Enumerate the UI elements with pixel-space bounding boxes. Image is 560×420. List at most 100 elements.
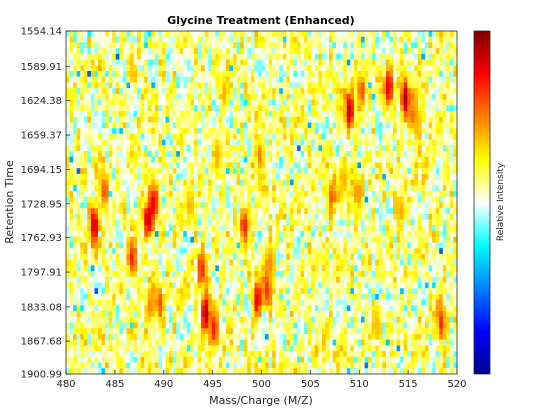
heatmap-cell <box>265 36 270 44</box>
heatmap-cell <box>172 116 177 124</box>
heatmap-cell <box>236 99 241 106</box>
heatmap-cell <box>140 151 145 158</box>
heatmap-cell <box>179 116 184 124</box>
heatmap-cell <box>311 122 316 129</box>
heatmap-cell <box>190 276 195 284</box>
heatmap-cell <box>289 139 295 146</box>
heatmap-cell <box>439 133 444 141</box>
heatmap-cell <box>346 31 351 38</box>
heatmap-cell <box>414 208 419 215</box>
heatmap-cell <box>208 185 213 192</box>
heatmap-cell <box>154 162 160 169</box>
heatmap-cell <box>186 242 191 249</box>
heatmap-cell <box>410 219 415 226</box>
heatmap-cell <box>247 139 252 146</box>
heatmap-cell <box>453 31 457 38</box>
heatmap-cell <box>257 208 263 215</box>
heatmap-cell <box>421 179 426 186</box>
heatmap-cell <box>137 185 142 192</box>
heatmap-cell <box>446 139 451 146</box>
heatmap-cell <box>318 248 323 255</box>
heatmap-cell <box>286 36 291 44</box>
heatmap-cell <box>115 271 120 278</box>
heatmap-cell <box>250 282 255 289</box>
heatmap-cell <box>204 236 209 244</box>
heatmap-cell <box>215 219 220 226</box>
heatmap-cell <box>94 48 99 55</box>
heatmap-cell <box>371 208 376 215</box>
heatmap-cell <box>247 88 252 95</box>
heatmap-cell <box>368 88 373 95</box>
heatmap-cell <box>140 196 145 204</box>
heatmap-cell <box>343 71 348 78</box>
heatmap-cell <box>403 213 408 221</box>
heatmap-cell <box>417 53 423 61</box>
heatmap-cell <box>154 202 160 209</box>
heatmap-cell <box>154 248 160 255</box>
heatmap-cell <box>197 99 202 106</box>
heatmap-cell <box>400 248 405 255</box>
heatmap-cell <box>268 36 273 44</box>
heatmap-cell <box>339 116 344 124</box>
heatmap-cell <box>371 236 376 244</box>
heatmap-cell <box>410 151 415 158</box>
heatmap-cell <box>179 82 184 89</box>
heatmap-cell <box>428 208 433 215</box>
heatmap-cell <box>375 151 380 158</box>
heatmap-cell <box>154 145 160 152</box>
heatmap-cell <box>94 139 99 146</box>
heatmap-cell <box>126 196 131 204</box>
heatmap-cell <box>229 145 234 152</box>
heatmap-cell <box>172 156 177 164</box>
heatmap-cell <box>346 276 351 284</box>
heatmap-cell <box>97 202 103 209</box>
heatmap-cell <box>183 265 188 272</box>
heatmap-cell <box>211 173 216 181</box>
heatmap-cell <box>193 128 199 135</box>
heatmap-cell <box>161 288 167 295</box>
heatmap-cell <box>197 288 202 295</box>
heatmap-cell <box>282 179 287 186</box>
heatmap-cell <box>307 168 312 175</box>
heatmap-cell <box>186 191 191 198</box>
heatmap-cell <box>225 202 231 209</box>
heatmap-cell <box>425 99 430 106</box>
heatmap-cell <box>282 248 287 255</box>
heatmap-cell <box>211 42 216 49</box>
heatmap-cell <box>453 156 457 164</box>
heatmap-cell <box>375 36 380 44</box>
heatmap-cell <box>83 116 88 124</box>
heatmap-cell <box>126 156 131 164</box>
heatmap-cell <box>208 219 213 226</box>
heatmap-cell <box>197 76 202 84</box>
heatmap-cell <box>105 225 110 232</box>
heatmap-cell <box>403 88 408 95</box>
heatmap-cell <box>261 162 266 169</box>
heatmap-cell <box>435 196 440 204</box>
heatmap-cell <box>190 173 195 181</box>
heatmap-cell <box>97 242 103 249</box>
heatmap-cell <box>311 65 316 72</box>
heatmap-cell <box>389 265 394 272</box>
heatmap-cell <box>400 42 405 49</box>
heatmap-cell <box>400 276 405 284</box>
heatmap-cell <box>80 139 85 146</box>
heatmap-cell <box>76 122 81 129</box>
heatmap-cell <box>378 88 383 95</box>
heatmap-cell <box>421 71 426 78</box>
heatmap-cell <box>122 139 128 146</box>
heatmap-cell <box>304 202 309 209</box>
heatmap-cell <box>449 219 455 226</box>
heatmap-cell <box>236 271 241 278</box>
heatmap-cell <box>147 156 152 164</box>
heatmap-cell <box>371 202 376 209</box>
heatmap-cell <box>417 145 423 152</box>
heatmap-cell <box>97 65 103 72</box>
heatmap-cell <box>389 53 394 61</box>
heatmap-cell <box>332 53 337 61</box>
heatmap-cell <box>154 253 160 261</box>
heatmap-cell <box>204 82 209 89</box>
heatmap-cell <box>442 271 447 278</box>
heatmap-cell <box>421 185 426 192</box>
heatmap-cell <box>115 231 120 238</box>
